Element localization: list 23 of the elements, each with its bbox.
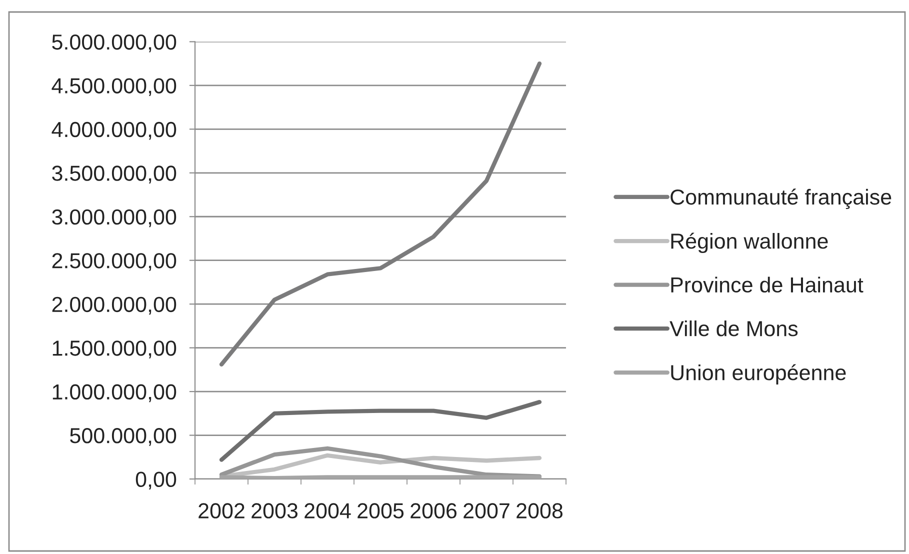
- y-tick-label: 1.500.000,00: [52, 340, 176, 358]
- legend-label: Ville de Mons: [670, 320, 798, 336]
- y-tick-label: 1.000.000,00: [52, 384, 176, 402]
- legend-label: Communauté française: [670, 188, 892, 210]
- y-tick-label: 4.500.000,00: [52, 78, 176, 96]
- y-tick-label: 4.000.000,00: [52, 122, 176, 140]
- legend-label: Union européenne: [671, 364, 846, 385]
- legend-label: Province de Hainaut: [671, 276, 864, 293]
- x-tick-label: 2007: [464, 503, 510, 518]
- x-tick-label: 2006: [410, 503, 456, 518]
- x-tick-label: 2002: [198, 503, 244, 518]
- y-tick-label: 2.000.000,00: [52, 296, 176, 315]
- y-tick-label: 500.000,00: [70, 428, 176, 446]
- x-tick-label: 2008: [516, 503, 563, 518]
- x-tick-label: 2005: [358, 503, 404, 518]
- y-tick-label: 0,00: [136, 472, 176, 490]
- x-tick-label: 2004: [304, 503, 351, 518]
- legend-label: Région wallonne: [671, 232, 828, 254]
- y-tick-label: 2.500.000,00: [52, 253, 176, 271]
- y-tick-label: 3.500.000,00: [52, 166, 176, 184]
- y-tick-label: 3.000.000,00: [52, 209, 176, 228]
- x-tick-label: 2003: [252, 503, 298, 518]
- y-tick-label: 5.000.000,00: [52, 34, 176, 52]
